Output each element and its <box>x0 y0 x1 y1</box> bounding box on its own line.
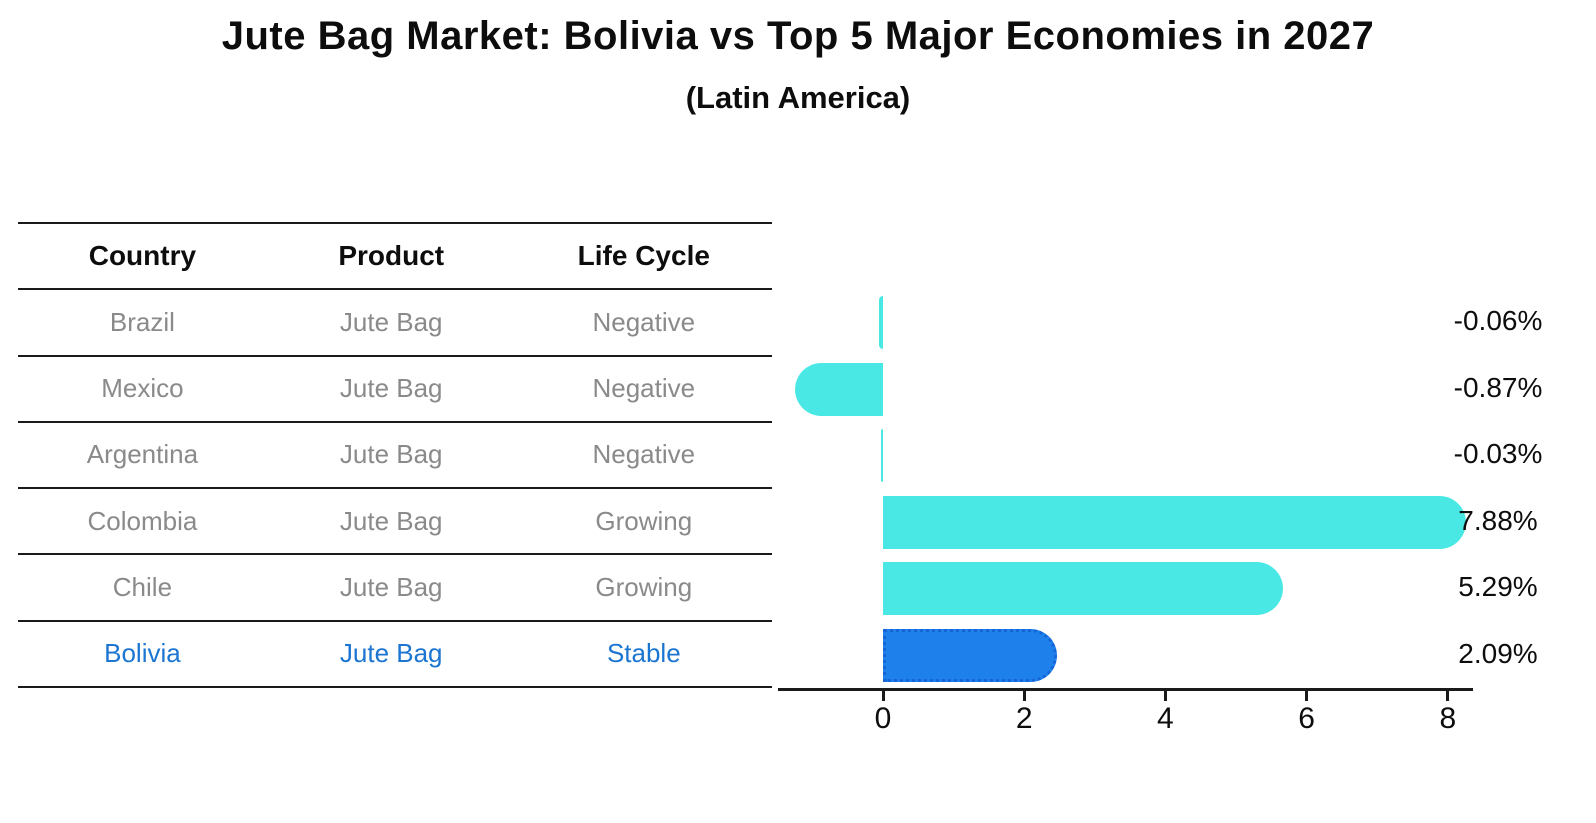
product-cell: Jute Bag <box>339 306 443 337</box>
bar-colombia <box>883 495 1466 549</box>
country-cell: Argentina <box>86 439 199 470</box>
table-header-row: Country Product Life Cycle <box>18 222 772 288</box>
x-axis-tick-label: 2 <box>1015 702 1033 735</box>
life-cycle-cell: Negative <box>592 439 696 470</box>
x-axis-tick <box>1163 691 1167 701</box>
bar-bolivia <box>883 628 1058 682</box>
bar-brazil <box>878 295 883 349</box>
table-row-bolivia: Bolivia Jute Bag Stable <box>18 619 772 688</box>
country-cell: Bolivia <box>104 638 181 669</box>
table-row: Brazil Jute Bag Negative <box>18 288 772 354</box>
column-header-country: Country <box>88 240 197 272</box>
product-cell: Jute Bag <box>339 638 443 669</box>
table-row: Colombia Jute Bag Growing <box>18 487 772 553</box>
x-axis-tick-label: 6 <box>1298 702 1315 735</box>
life-cycle-cell: Stable <box>606 638 681 669</box>
life-cycle-cell: Negative <box>592 306 696 337</box>
x-axis-tick-label: 0 <box>874 702 892 735</box>
x-axis-tick <box>1305 691 1309 701</box>
bar-value-label-argentina: -0.03% <box>1453 438 1543 469</box>
x-axis-tick <box>1446 691 1450 701</box>
life-cycle-cell: Negative <box>592 373 696 404</box>
bar-mexico <box>795 362 883 416</box>
x-axis-tick-label: 4 <box>1157 702 1174 735</box>
life-cycle-cell: Growing <box>595 572 693 603</box>
country-cell: Brazil <box>109 306 175 337</box>
bar-value-label-colombia: 7.88% <box>1458 505 1538 536</box>
bar-chile <box>883 561 1283 615</box>
chart-title: Jute Bag Market: Bolivia vs Top 5 Major … <box>221 14 1375 58</box>
bar-value-label-mexico: -0.87% <box>1453 372 1543 403</box>
bar-value-label-bolivia: 2.09% <box>1458 638 1538 669</box>
country-cell: Chile <box>112 572 173 603</box>
x-axis-line <box>778 688 1473 691</box>
x-axis-tick <box>881 691 885 701</box>
product-cell: Jute Bag <box>339 373 443 404</box>
x-axis-tick <box>1022 691 1026 701</box>
product-cell: Jute Bag <box>339 439 443 470</box>
table-row: Chile Jute Bag Growing <box>18 553 772 619</box>
bar-value-label-brazil: -0.06% <box>1453 305 1543 336</box>
country-cell: Colombia <box>87 505 198 536</box>
column-header-life-cycle: Life Cycle <box>577 240 710 272</box>
column-header-product: Product <box>338 240 445 272</box>
bar-argentina <box>880 428 883 482</box>
country-table: Country Product Life Cycle Brazil Jute B… <box>18 222 772 688</box>
x-axis-tick-label: 8 <box>1439 702 1457 735</box>
life-cycle-cell: Growing <box>595 505 693 536</box>
product-cell: Jute Bag <box>339 505 443 536</box>
table-row: Argentina Jute Bag Negative <box>18 420 772 487</box>
country-cell: Mexico <box>101 373 184 404</box>
product-cell: Jute Bag <box>339 572 443 603</box>
bar-value-label-chile: 5.29% <box>1458 571 1538 602</box>
chart-subtitle: (Latin America) <box>685 80 911 115</box>
table-row: Mexico Jute Bag Negative <box>18 354 772 421</box>
